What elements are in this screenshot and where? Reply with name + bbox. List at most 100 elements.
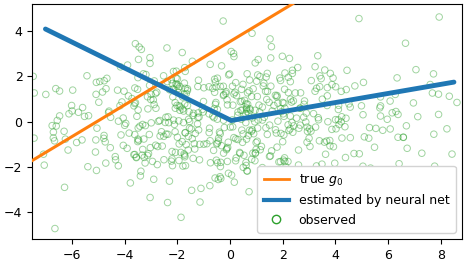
Point: [132, 101, 139, 105]
Point: [295, 126, 302, 130]
Point: [356, 152, 363, 156]
Point: [345, 102, 353, 106]
Point: [239, 82, 247, 86]
Point: [251, 159, 259, 163]
Point: [314, 171, 322, 175]
Point: [183, 143, 190, 147]
Point: [170, 118, 177, 122]
Point: [258, 144, 265, 148]
Point: [172, 82, 180, 86]
Point: [146, 61, 154, 65]
Point: [179, 164, 186, 168]
Point: [180, 109, 187, 113]
Point: [243, 169, 251, 173]
Point: [155, 119, 162, 123]
Point: [61, 129, 68, 134]
Point: [172, 69, 180, 73]
Point: [217, 132, 224, 136]
Point: [304, 129, 311, 134]
Point: [168, 159, 175, 163]
Point: [166, 88, 173, 92]
Point: [176, 84, 184, 89]
Point: [281, 87, 288, 92]
Point: [372, 126, 380, 131]
Point: [332, 85, 339, 89]
Point: [211, 107, 218, 111]
Point: [289, 130, 296, 134]
Point: [183, 92, 190, 96]
Point: [317, 77, 325, 81]
Point: [107, 115, 114, 119]
Point: [225, 73, 233, 77]
Point: [267, 202, 274, 206]
Point: [160, 157, 168, 162]
Point: [277, 78, 284, 83]
Point: [248, 116, 256, 120]
Point: [276, 196, 284, 200]
Point: [231, 180, 238, 184]
Point: [75, 110, 82, 114]
Point: [200, 142, 207, 146]
Point: [377, 95, 384, 99]
Point: [56, 114, 63, 118]
Point: [254, 73, 261, 77]
Point: [254, 57, 262, 62]
Point: [236, 150, 243, 155]
Point: [341, 124, 349, 129]
Point: [246, 78, 254, 82]
Point: [171, 122, 178, 127]
Point: [137, 174, 144, 178]
Point: [243, 109, 251, 114]
Point: [216, 130, 223, 134]
Point: [267, 84, 274, 88]
Point: [152, 92, 159, 96]
Point: [280, 133, 288, 137]
Point: [52, 86, 60, 91]
Point: [237, 108, 245, 113]
Point: [130, 152, 137, 157]
Point: [139, 122, 146, 127]
Point: [243, 137, 250, 141]
Point: [132, 155, 140, 159]
Point: [240, 165, 247, 169]
Point: [194, 111, 202, 115]
Point: [134, 108, 142, 112]
Point: [211, 77, 219, 81]
Point: [197, 186, 205, 190]
Point: [287, 114, 294, 118]
Point: [228, 173, 235, 177]
Point: [190, 111, 197, 115]
Point: [194, 115, 202, 120]
Point: [361, 135, 368, 139]
Point: [355, 186, 362, 190]
Point: [194, 84, 202, 89]
Point: [169, 81, 176, 86]
Point: [134, 87, 141, 92]
Point: [323, 139, 330, 143]
Point: [147, 97, 155, 102]
Point: [338, 115, 345, 119]
Point: [277, 160, 284, 164]
Point: [169, 164, 176, 168]
Point: [222, 90, 230, 94]
Point: [389, 111, 396, 115]
Point: [238, 99, 246, 103]
Point: [266, 154, 273, 159]
Point: [227, 49, 235, 54]
Point: [125, 94, 132, 98]
Point: [142, 123, 149, 128]
Point: [279, 140, 287, 144]
Point: [331, 161, 338, 165]
Point: [379, 194, 386, 198]
Point: [343, 88, 350, 92]
Point: [48, 123, 56, 128]
Point: [303, 125, 311, 129]
Point: [335, 103, 343, 107]
Point: [147, 146, 154, 150]
Point: [189, 59, 196, 63]
Point: [234, 110, 242, 114]
Point: [215, 136, 222, 140]
Point: [342, 116, 350, 120]
Point: [277, 107, 284, 111]
Point: [185, 134, 192, 139]
